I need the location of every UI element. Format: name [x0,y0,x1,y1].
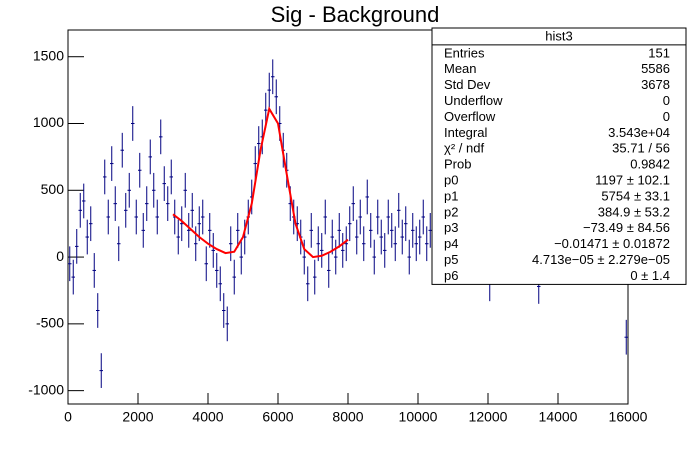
x-tick-label: 2000 [122,409,153,425]
y-tick-label: -500 [36,315,64,331]
stats-box [431,27,687,285]
x-tick-label: 14000 [539,409,578,425]
x-tick-label: 0 [64,409,72,425]
stats-value: 1197 ± 102.1 [595,172,670,187]
stats-label: Integral [444,125,487,140]
x-tick-label: 8000 [332,409,363,425]
stats-label: Prob [444,157,471,172]
fit-curve [172,106,349,259]
stats-value: 151 [648,45,670,60]
stats-label: p1 [444,188,458,203]
x-tick-label: 12000 [469,409,508,425]
x-tick-label: 10000 [399,409,438,425]
stats-value: −73.49 ± 84.56 [583,220,670,235]
stats-label: Std Dev [444,77,491,92]
y-tick-label: 1000 [33,114,64,130]
stats-label: p5 [444,252,458,267]
stats-value: 35.71 / 56 [612,141,670,156]
stats-label: Entries [444,45,485,60]
stats-label: p4 [444,236,458,251]
stats-value: 5586 [641,61,670,76]
stats-label: Underflow [444,93,503,108]
y-tick-label: -1000 [28,381,64,397]
stats-value: 0 ± 1.4 [630,268,670,283]
stats-value: 3.543e+04 [608,125,670,140]
stats-label: p3 [444,220,458,235]
y-tick-label: 500 [41,181,65,197]
stats-value: 4.713e−05 ± 2.279e−05 [532,252,670,267]
stats-value: 0 [663,93,670,108]
stats-value: 0 [663,109,670,124]
stats-value: −0.01471 ± 0.01872 [554,236,670,251]
x-tick-label: 6000 [262,409,293,425]
stats-value: 384.9 ± 53.2 [598,204,670,219]
stats-label: p2 [444,204,458,219]
y-tick-label: 0 [56,248,64,264]
y-tick-label: 1500 [33,47,64,63]
x-tick-label: 4000 [192,409,223,425]
stats-value: 3678 [641,77,670,92]
stats-label: Overflow [444,109,496,124]
chart-title: Sig - Background [271,2,440,27]
stats-title: hist3 [545,28,572,43]
stats-label: χ² / ndf [444,141,484,156]
stats-label: Mean [444,61,477,76]
stats-value: 5754 ± 33.1 [601,188,670,203]
stats-label: p0 [444,172,458,187]
stats-label: p6 [444,268,458,283]
stats-value: 0.9842 [630,157,670,172]
x-tick-label: 16000 [609,409,648,425]
